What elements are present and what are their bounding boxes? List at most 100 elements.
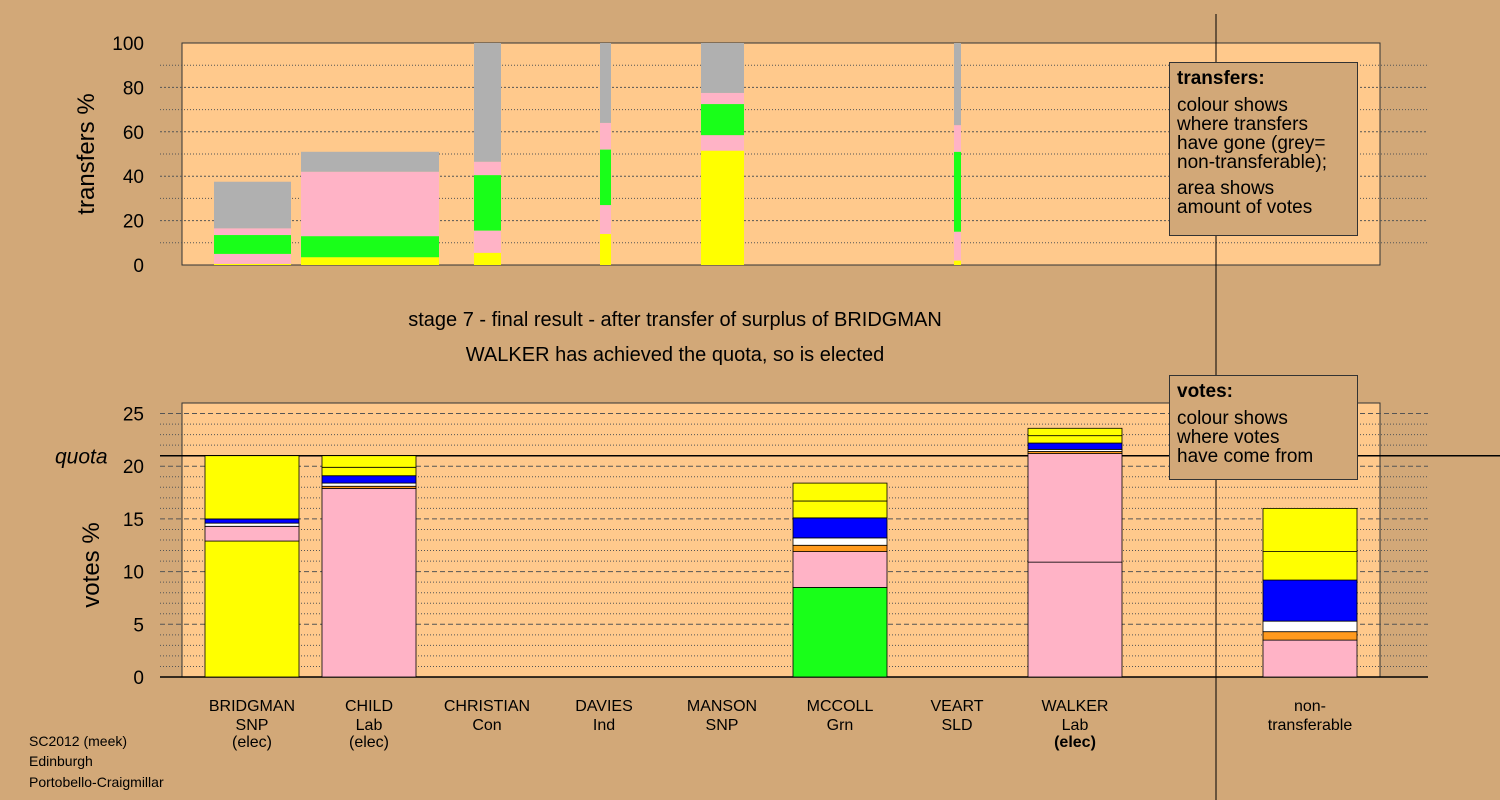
vote-segment-walker [1027,453,1123,563]
votes-legend-heading: votes: [1177,381,1233,402]
vote-segment-bridgman [204,522,300,527]
transfer-segment-christian [474,161,501,176]
stage-subtitle: WALKER has achieved the quota, so is ele… [466,344,884,366]
transfers-legend-line: colour shows [1177,95,1288,116]
vote-segment-non [1262,639,1358,678]
transfer-segment-christian [474,230,501,253]
candidate-name-walker: WALKER [1042,698,1109,715]
transfers-y-tick-label: 80 [123,78,144,99]
vote-segment-child [321,487,417,678]
vote-segment-mccoll [792,500,888,519]
vote-segment-bridgman [204,525,300,542]
transfer-segment-davies [600,205,611,234]
quota-label: quota [55,446,108,469]
transfers-legend-line: non-transferable); [1177,152,1327,173]
vote-segment-mccoll [792,551,888,588]
votes-y-tick-label: 20 [123,457,144,478]
transfers-y-tick-label: 20 [123,212,144,233]
vote-segment-non [1262,620,1358,633]
transfer-segment-christian [474,43,501,162]
candidate-party-bridgman: SNP [236,717,269,734]
vote-segment-walker [1027,427,1123,437]
vote-segment-child [321,475,417,484]
stage-title: stage 7 - final result - after transfer … [408,309,942,331]
candidate-party-davies: Ind [593,717,615,734]
candidate-name-mccoll: MCCOLL [807,698,874,715]
transfer-segment-child [301,151,439,172]
transfer-segment-bridgman [214,235,291,254]
transfer-segment-bridgman [214,263,291,265]
transfers-legend: transfers: colour shows where transfers … [1169,62,1358,236]
transfer-segment-child [301,171,439,237]
vote-segment-mccoll [792,544,888,552]
votes-y-tick-label: 0 [133,668,144,689]
vote-segment-walker [1027,435,1123,444]
transfer-segment-manson [701,43,744,93]
votes-legend-line: colour shows [1177,408,1288,429]
transfers-y-tick-label: 40 [123,167,144,188]
transfer-segment-davies [600,122,611,150]
vote-segment-mccoll [792,587,888,678]
transfer-segment-bridgman [214,181,291,229]
transfer-segment-manson [701,135,744,151]
transfer-segment-bridgman [214,228,291,236]
footer-council: Edinburgh [29,753,93,769]
vote-segment-child [321,482,417,487]
candidate-party-child: Lab [356,717,383,734]
candidate-party-veart: SLD [941,717,972,734]
candidate-status-child: (elec) [349,734,389,751]
candidate-name-bridgman: BRIDGMAN [209,698,295,715]
candidate-name-manson: MANSON [687,698,757,715]
vote-segment-non [1262,507,1358,552]
vote-segment-child [321,466,417,477]
transfers-y-tick-label: 100 [112,34,144,55]
vote-segment-walker [1027,442,1123,450]
footer-ward: Portobello-Craigmillar [29,774,164,790]
transfers-y-tick-label: 60 [123,123,144,144]
votes-y-tick-label: 15 [123,510,144,531]
vote-segment-non [1262,579,1358,622]
candidate-party-mccoll: Grn [827,717,854,734]
transfer-segment-veart [954,125,961,152]
candidate-name-non: non- [1294,698,1326,715]
transfer-segment-child [301,257,439,265]
transfers-legend-line: area shows [1177,178,1275,199]
footer-source: SC2012 (meek) [29,733,128,749]
votes-legend-line: where votes [1177,427,1280,448]
transfer-segment-child [301,236,439,258]
vote-segment-mccoll [792,482,888,502]
transfer-segment-veart [954,260,961,265]
vote-segment-mccoll [792,517,888,539]
transfers-legend-line: where transfers [1177,114,1308,135]
votes-y-tick-label: 10 [123,563,144,584]
vote-segment-bridgman [204,518,300,524]
vote-segment-non [1262,551,1358,581]
candidate-party-non: transferable [1268,717,1353,734]
votes-y-axis-label: votes % [78,522,105,607]
candidate-party-christian: Con [472,717,501,734]
candidate-party-manson: SNP [706,717,739,734]
transfer-segment-davies [600,233,611,265]
transfer-segment-davies [600,149,611,206]
transfer-segment-manson [701,150,744,265]
transfers-legend-heading: transfers: [1177,68,1265,89]
transfer-segment-davies [600,43,611,123]
transfer-segment-manson [701,92,744,105]
votes-y-tick-label: 25 [123,405,144,426]
transfer-segment-christian [474,175,501,231]
transfers-y-axis-label: transfers % [73,93,100,214]
candidate-name-davies: DAVIES [575,698,633,715]
candidate-status-bridgman: (elec) [232,734,272,751]
candidate-name-christian: CHRISTIAN [444,698,530,715]
transfer-segment-veart [954,43,961,126]
vote-segment-walker [1027,561,1123,678]
vote-segment-non [1262,631,1358,641]
transfer-segment-christian [474,252,501,265]
votes-y-tick-label: 5 [133,615,144,636]
transfer-segment-veart [954,151,961,232]
candidate-party-walker: Lab [1062,717,1089,734]
transfer-segment-bridgman [214,253,291,264]
vote-segment-mccoll [792,537,888,546]
transfers-legend-line: have gone (grey= [1177,133,1326,154]
